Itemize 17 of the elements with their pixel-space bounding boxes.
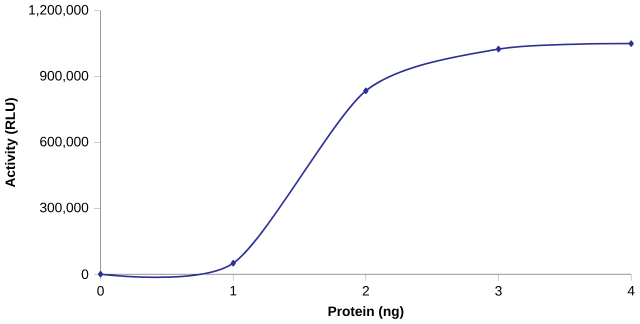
x-tick-label: 3 <box>495 286 502 296</box>
point <box>496 46 502 52</box>
point <box>363 88 369 94</box>
y-tick-label: 900,000 <box>40 70 88 82</box>
y-tick-label: 0 <box>82 269 88 280</box>
x-tick-label: 0 <box>97 286 104 296</box>
x-tick-label: 2 <box>362 286 369 296</box>
y-tick-label: 300,000 <box>40 202 88 214</box>
y-tick-label: 1,200,000 <box>29 5 88 16</box>
point <box>98 271 104 278</box>
x-tick-label: 1 <box>230 286 236 296</box>
point <box>628 40 634 47</box>
point <box>230 260 236 267</box>
x-tick-label: 4 <box>628 286 635 296</box>
y-tick-label: 600,000 <box>40 136 88 148</box>
y-axis-title: Activity (RLU) <box>5 98 18 188</box>
x-axis-title: Protein (ng) <box>328 306 404 319</box>
